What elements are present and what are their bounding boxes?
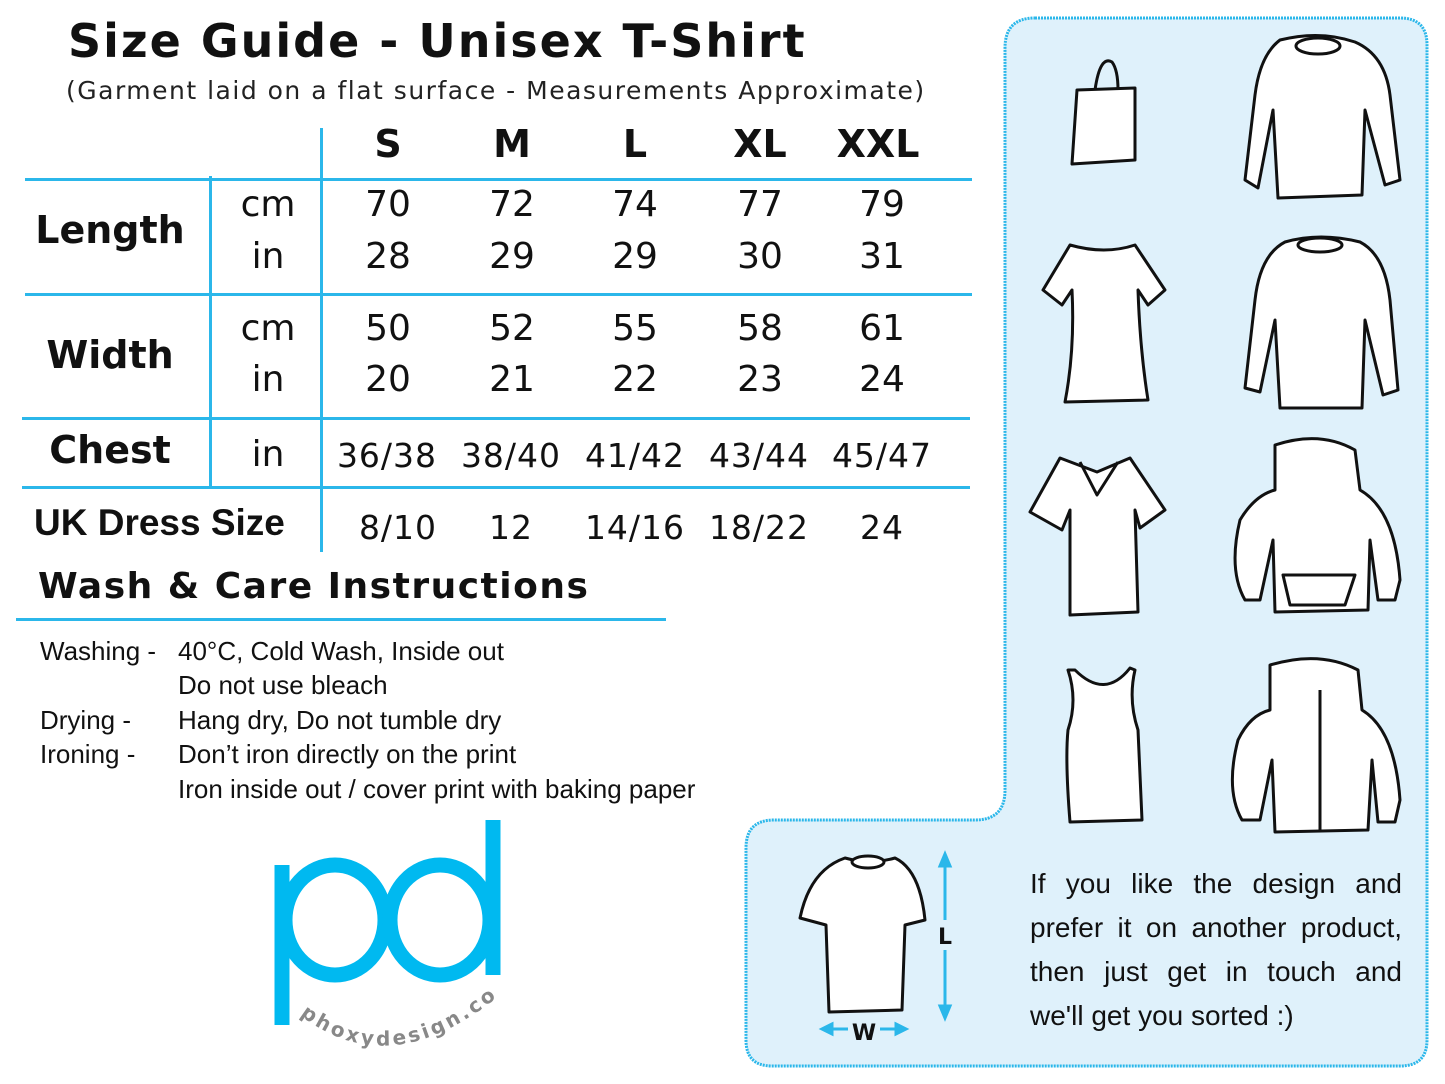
page-title: Size Guide - Unisex T-Shirt <box>68 14 807 68</box>
width-cm-l: 55 <box>612 308 658 349</box>
uk-dress-l: 14/16 <box>584 508 686 547</box>
length-cm-xxl: 79 <box>859 184 905 225</box>
size-header-l: L <box>622 122 648 166</box>
size-header-m: M <box>493 122 531 166</box>
uk-dress-xxl: 24 <box>860 508 904 547</box>
care-label-washing: Washing - <box>40 636 157 666</box>
divider <box>22 486 970 489</box>
divider <box>16 618 666 621</box>
care-line: Hang dry, Do not tumble dry <box>178 705 502 735</box>
uk-dress-m: 12 <box>489 508 533 547</box>
length-cm-xl: 77 <box>737 184 783 225</box>
chest-xl: 43/44 <box>708 436 810 475</box>
chest-m: 38/40 <box>460 436 562 475</box>
divider <box>25 293 972 296</box>
chest-l: 41/42 <box>584 436 686 475</box>
care-line: Don’t iron directly on the print <box>178 739 517 769</box>
length-in-xxl: 31 <box>859 236 905 277</box>
length-label: L <box>938 925 952 950</box>
length-in-m: 29 <box>489 236 535 277</box>
row-label-width: Width <box>46 333 174 377</box>
sweatshirt-icon <box>1243 33 1402 200</box>
size-header-s: S <box>374 122 402 166</box>
tote-bag-icon <box>1070 59 1137 166</box>
unit-cm: cm <box>240 308 296 349</box>
length-cm-l: 74 <box>612 184 658 225</box>
contact-message: If you like the design and prefer it on … <box>1030 868 1402 1031</box>
care-line: Iron inside out / cover print with bakin… <box>178 774 696 804</box>
width-cm-xxl: 61 <box>859 308 905 349</box>
jumper-icon <box>1243 235 1400 410</box>
phoxydesign-logo: phoxydesign.co.uk <box>260 815 501 1051</box>
width-cm-m: 52 <box>489 308 535 349</box>
hoodie-icon <box>1233 437 1402 614</box>
width-cm-s: 50 <box>365 308 411 349</box>
row-label-chest: Chest <box>49 428 171 472</box>
width-label: W <box>852 1021 876 1046</box>
width-cm-xl: 58 <box>737 308 783 349</box>
care-label-drying: Drying - <box>40 705 132 735</box>
womens-tshirt-icon <box>1041 243 1167 404</box>
chest-xxl: 45/47 <box>831 436 933 475</box>
vest-icon <box>1065 666 1144 824</box>
size-header-xl: XL <box>733 122 787 166</box>
uk-dress-xl: 18/22 <box>708 508 810 547</box>
length-in-l: 29 <box>612 236 658 277</box>
unit-in: in <box>251 359 285 400</box>
divider <box>209 176 212 488</box>
unit-cm: cm <box>240 184 296 225</box>
width-arrow-heads <box>818 1021 910 1037</box>
zip-hoodie-icon <box>1230 657 1402 834</box>
care-line: 40°C, Cold Wash, Inside out <box>178 636 504 666</box>
length-in-xl: 30 <box>737 236 783 277</box>
divider <box>22 417 970 420</box>
chest-s: 36/38 <box>336 436 438 475</box>
width-in-m: 21 <box>489 359 535 400</box>
length-cm-s: 70 <box>365 184 411 225</box>
unit-in: in <box>251 236 285 277</box>
length-cm-m: 72 <box>489 184 535 225</box>
size-header-xxl: XXL <box>836 122 920 166</box>
vneck-tshirt-icon <box>1028 456 1167 617</box>
wash-care-title: Wash & Care Instructions <box>38 566 590 607</box>
care-line: Do not use bleach <box>178 670 388 700</box>
uk-dress-s: 8/10 <box>358 508 438 547</box>
measured-tshirt-icon <box>798 854 927 1014</box>
width-in-xl: 23 <box>737 359 783 400</box>
divider <box>320 128 323 552</box>
width-in-l: 22 <box>612 359 658 400</box>
page-subtitle: (Garment laid on a flat surface - Measur… <box>66 76 926 105</box>
width-in-xxl: 24 <box>859 359 905 400</box>
length-arrow-heads <box>937 850 953 1022</box>
divider <box>25 178 972 181</box>
width-in-s: 20 <box>365 359 411 400</box>
row-label-uk-dress-size: UK Dress Size <box>34 502 285 543</box>
care-label-ironing: Ironing - <box>40 739 136 769</box>
row-label-length: Length <box>35 208 185 252</box>
length-in-s: 28 <box>365 236 411 277</box>
unit-in: in <box>251 434 285 475</box>
